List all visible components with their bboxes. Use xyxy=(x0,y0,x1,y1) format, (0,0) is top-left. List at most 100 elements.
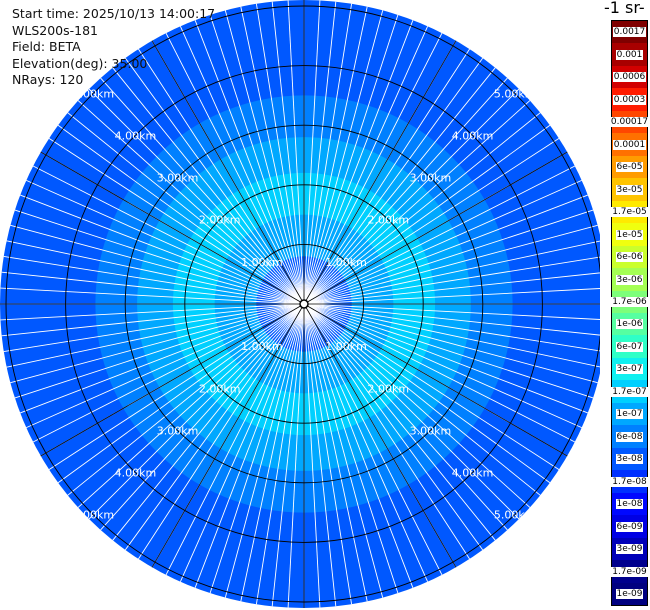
ray-gap xyxy=(67,303,305,496)
range-ring-label: 1.00km xyxy=(241,256,283,269)
ray-gap xyxy=(303,209,594,305)
nrays-text: NRays: 120 xyxy=(12,72,84,87)
ray-gap xyxy=(303,1,337,305)
ray-gap xyxy=(303,138,560,305)
ray-gap xyxy=(100,77,305,305)
colorbar-segment: 1.7e-07 xyxy=(611,380,648,404)
field-text: Field: BETA xyxy=(12,39,81,54)
colorbar-tick-label: 3e-09 xyxy=(615,544,644,555)
ppi-plot: 1.00km 1.00km 1.00km 1.00km 2.00km 2.00km 2.00… xyxy=(0,0,600,608)
ray-gap xyxy=(303,303,598,384)
range-ring-label: 4.00km xyxy=(115,467,157,480)
azimuth-spoke xyxy=(303,303,457,568)
colorbar-segment: 1.7e-08 xyxy=(611,470,648,494)
ray-gap xyxy=(209,14,305,305)
colorbar: 0.0017 0.001 0.0006 0.0003 0.00017 0.0001 6e-0… xyxy=(609,20,650,606)
ray-gap xyxy=(303,303,576,443)
range-ring-label: 1.00km xyxy=(325,340,367,353)
ray-gap xyxy=(124,57,305,305)
colorbar-segment: 3e-08 xyxy=(612,447,647,471)
ray-gap xyxy=(303,303,582,429)
ray-gap xyxy=(303,303,321,608)
ray-gap xyxy=(6,303,305,368)
colorbar-segment: 6e-09 xyxy=(612,515,647,539)
ray-gap xyxy=(77,303,305,508)
ray-gap xyxy=(303,194,588,305)
ray-gap xyxy=(303,303,414,588)
ray-gap xyxy=(303,303,508,531)
colorbar-segment: 1e-06 xyxy=(612,313,647,336)
ray-gap xyxy=(255,303,305,605)
range-ring-label: 1.00km xyxy=(241,340,283,353)
colorbar-segment: 0.001 xyxy=(612,43,647,67)
colorbar-tick-label: 0.0017 xyxy=(612,27,647,38)
azimuth-spoke xyxy=(151,40,305,305)
ray-gap xyxy=(303,48,470,305)
azimuth-spoke xyxy=(40,303,305,457)
azimuth-spokes xyxy=(0,0,600,608)
ray-gap xyxy=(271,1,305,305)
ray-gap xyxy=(303,303,496,541)
range-ring-label: 5.00km xyxy=(73,509,115,522)
ray-gap xyxy=(224,303,305,598)
ray-gap xyxy=(194,303,305,588)
start-time-text: Start time: 2025/10/13 14:00:17 xyxy=(12,6,216,21)
colorbar-tick-label: 1.7e-09 xyxy=(611,566,648,577)
colorbar-tick-label: 1e-06 xyxy=(615,319,644,330)
ray-gap xyxy=(303,26,429,305)
ray-gap xyxy=(32,165,305,305)
ray-gap xyxy=(138,303,305,560)
range-ring-label: 1.00km xyxy=(325,256,367,269)
colorbar-tick-label: 1.7e-05 xyxy=(611,207,648,218)
colorbar-tick-label: 1e-05 xyxy=(615,229,644,240)
colorbar-segment: 1e-08 xyxy=(612,492,647,516)
ray-gap xyxy=(10,224,305,305)
ray-gap xyxy=(194,20,305,305)
ray-gap xyxy=(179,26,305,305)
ray-gap xyxy=(57,124,305,305)
ray-gap xyxy=(303,303,560,470)
colorbar-segment: 0.0006 xyxy=(612,65,647,89)
colorbar-segment: 3e-06 xyxy=(612,268,647,292)
colorbar-tick-label: 1e-08 xyxy=(615,499,644,510)
colorbar-tick-label: 0.001 xyxy=(615,49,644,60)
ray-gap xyxy=(32,303,305,443)
colorbar-segment: 0.0017 xyxy=(612,21,647,44)
colorbar-tick-label: 0.0006 xyxy=(612,72,647,83)
azimuth-spoke xyxy=(303,303,568,457)
azimuth-spoke xyxy=(303,151,568,305)
ray-gap xyxy=(303,100,531,305)
ray-gap xyxy=(303,303,399,594)
ray-gap xyxy=(10,303,305,384)
ray-gap xyxy=(209,303,305,594)
ray-gap xyxy=(303,303,588,414)
ray-gap xyxy=(303,179,582,305)
ray-gap xyxy=(3,303,305,353)
ray-gap xyxy=(303,303,429,582)
ray-gap xyxy=(303,303,541,496)
ray-gap xyxy=(303,272,600,305)
ray-gap xyxy=(124,303,305,551)
ray-gap xyxy=(303,256,600,305)
colorbar-segment: 0.0001 xyxy=(612,133,647,157)
ray-gap xyxy=(287,303,305,608)
ray-gap xyxy=(26,179,305,305)
ray-gap xyxy=(3,255,305,305)
range-ring-label: 3.00km xyxy=(410,424,452,437)
instrument-text: WLS200s-181 xyxy=(12,22,98,38)
ray-gap xyxy=(165,303,305,576)
ray-gap xyxy=(303,57,484,305)
ray-gap xyxy=(67,112,305,305)
ray-gap xyxy=(240,303,305,602)
colorbar-tick-label: 0.0003 xyxy=(612,94,647,105)
ray-gap xyxy=(303,303,470,560)
ray-gap xyxy=(26,303,305,429)
colorbar-tick-label: 1.7e-08 xyxy=(611,476,648,487)
colorbar-segment: 3e-09 xyxy=(612,537,647,561)
range-ring-label: 5.00km xyxy=(494,87,536,100)
colorbar-segment: 1.7e-09 xyxy=(611,560,648,584)
ray-gap xyxy=(165,32,305,305)
range-ring-labels: 1.00km 1.00km 1.00km 1.00km 2.00km 2.00km 2.00… xyxy=(73,87,536,521)
ray-gap xyxy=(1,271,305,305)
ray-gap xyxy=(303,67,496,305)
